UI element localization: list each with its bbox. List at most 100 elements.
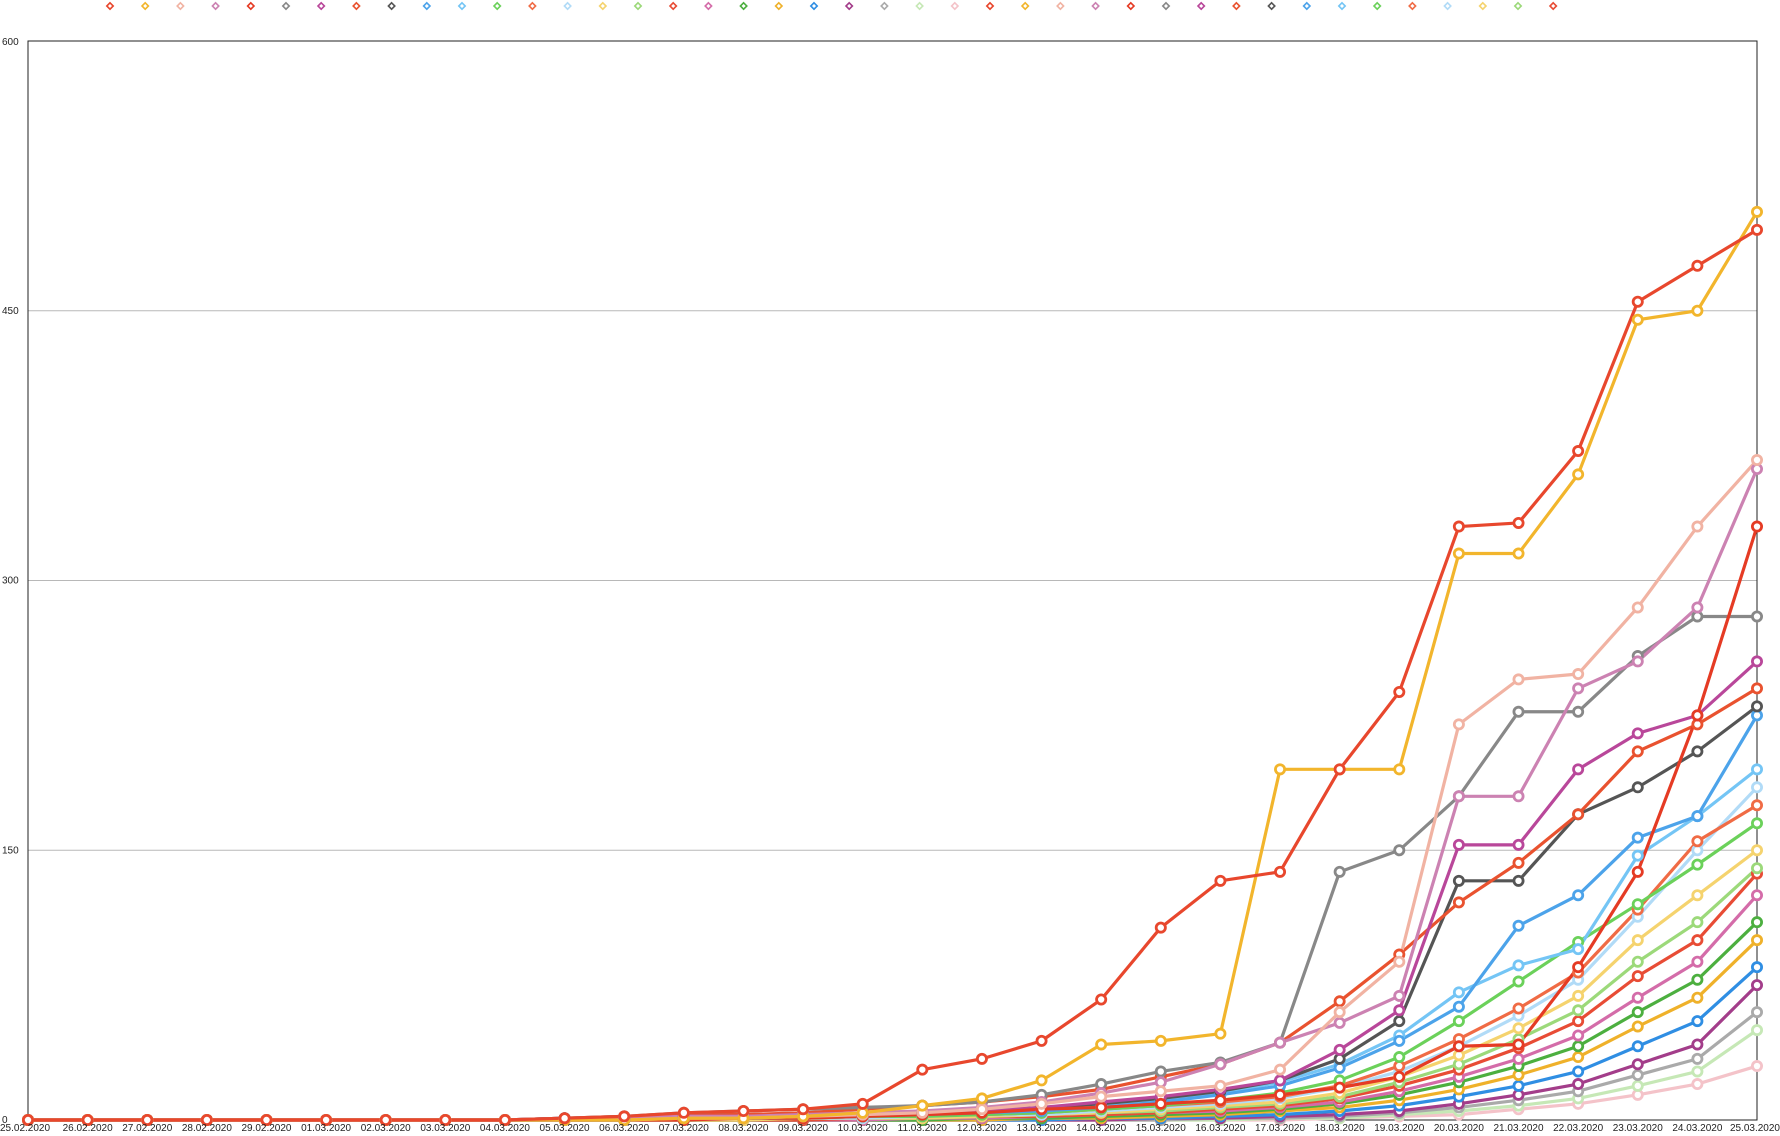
data-point: [1572, 943, 1585, 956]
legend-marker: [809, 1, 819, 11]
data-point: [1452, 896, 1465, 909]
data-point: [1691, 1065, 1704, 1078]
gridlines: [28, 310, 1757, 851]
legend-marker: [668, 1, 678, 11]
data-point: [1095, 993, 1108, 1006]
data-point: [1751, 862, 1764, 875]
data-point: [1691, 1015, 1704, 1028]
data-point: [1572, 961, 1585, 974]
data-point: [1274, 1088, 1287, 1101]
x-tick-label: 05.03.2020: [540, 1123, 590, 1134]
legend-marker: [176, 1, 185, 11]
data-point: [1274, 1063, 1287, 1076]
legend-marker: [844, 1, 854, 11]
data-point: [1751, 817, 1764, 830]
series-line: [26, 713, 1759, 1122]
data-point: [1691, 745, 1704, 758]
data-point: [1572, 1015, 1585, 1028]
data-point: [1631, 1040, 1644, 1053]
series-line: [26, 458, 1759, 1122]
data-point: [379, 1114, 392, 1127]
legend-marker: [1548, 1, 1558, 11]
data-point: [1691, 858, 1704, 871]
data-point: [1691, 973, 1704, 986]
data-point: [1751, 844, 1764, 857]
data-point: [1035, 1097, 1048, 1110]
legend-marker: [1126, 1, 1136, 11]
legend-marker: [1232, 1, 1241, 11]
data-point: [1393, 1015, 1406, 1028]
legend: [105, 1, 1558, 11]
data-point: [1512, 838, 1525, 851]
data-point: [1751, 889, 1764, 902]
legend-marker: [774, 1, 784, 11]
legend-marker: [1513, 1, 1523, 11]
x-tick-label: 04.03.2020: [480, 1123, 530, 1134]
legend-marker: [1196, 1, 1206, 11]
data-point: [1393, 685, 1406, 698]
x-tick-label: 03.03.2020: [420, 1123, 470, 1134]
legend-marker: [387, 1, 396, 11]
data-point: [1631, 781, 1644, 794]
data-point: [1572, 705, 1585, 718]
data-point: [1393, 1070, 1406, 1083]
data-point: [1631, 865, 1644, 878]
x-tick-label: 21.03.2020: [1493, 1123, 1543, 1134]
data-point: [797, 1103, 810, 1116]
x-tick-label: 15.03.2020: [1136, 1123, 1186, 1134]
data-point: [1333, 1043, 1346, 1056]
data-point: [975, 1092, 988, 1105]
data-point: [1751, 799, 1764, 812]
data-point: [1393, 844, 1406, 857]
data-point: [1572, 668, 1585, 681]
data-point: [1751, 961, 1764, 974]
data-point: [1452, 1000, 1465, 1013]
data-point: [320, 1114, 333, 1127]
x-tick-label: 12.03.2020: [957, 1123, 1007, 1134]
data-point: [1214, 1094, 1227, 1107]
legend-marker: [1337, 1, 1347, 11]
data-point: [1512, 1002, 1525, 1015]
data-point: [1274, 763, 1287, 776]
series-line: [26, 938, 1759, 1122]
data-point: [498, 1114, 511, 1127]
legend-marker: [1302, 1, 1312, 11]
data-point: [1751, 763, 1764, 776]
data-point: [1512, 975, 1525, 988]
data-point: [21, 1114, 34, 1127]
legend-marker: [211, 1, 220, 11]
data-point: [1393, 763, 1406, 776]
data-point: [1214, 874, 1227, 887]
data-point: [1154, 1065, 1167, 1078]
data-point: [1572, 1051, 1585, 1064]
data-point: [1691, 991, 1704, 1004]
y-tick-label: 600: [2, 37, 19, 48]
data-point: [1572, 682, 1585, 695]
data-point: [1452, 874, 1465, 887]
legend-marker: [492, 1, 502, 11]
data-point: [1631, 655, 1644, 668]
data-point: [1452, 986, 1465, 999]
data-point: [1512, 547, 1525, 560]
data-point: [1512, 959, 1525, 972]
series-line: [26, 467, 1759, 1122]
data-point: [1512, 1079, 1525, 1092]
data-point: [1631, 1079, 1644, 1092]
data-point: [916, 1063, 929, 1076]
series-line: [26, 210, 1759, 1122]
data-point: [1035, 1034, 1048, 1047]
legend-marker: [1091, 1, 1100, 11]
data-point: [618, 1110, 631, 1123]
legend-marker: [915, 1, 924, 11]
data-point: [1751, 781, 1764, 794]
data-point: [1691, 934, 1704, 947]
data-point: [1751, 454, 1764, 467]
data-point: [1691, 601, 1704, 614]
legend-marker: [316, 1, 326, 11]
legend-marker: [105, 1, 115, 11]
data-point: [1691, 1052, 1704, 1065]
data-point: [975, 1052, 988, 1065]
legend-marker: [140, 1, 150, 11]
data-point: [1572, 763, 1585, 776]
data-point: [1452, 718, 1465, 731]
